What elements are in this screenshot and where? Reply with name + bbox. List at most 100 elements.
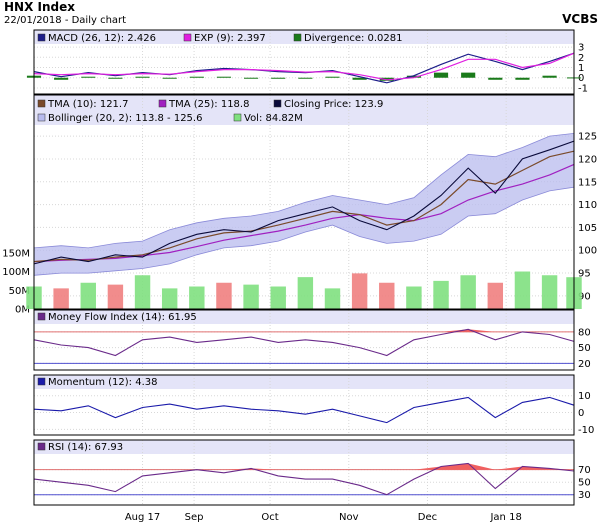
volume-tick-3: 150M xyxy=(2,248,30,259)
macd-y-tick-4: 3 xyxy=(578,43,584,54)
volume-bar-3 xyxy=(107,284,124,309)
volume-bar-6 xyxy=(189,286,205,309)
rsi-y-tick-0: 30 xyxy=(578,490,591,501)
momentum-legend: Momentum (12): 4.38 xyxy=(37,377,158,388)
macd-divergence-bar-2 xyxy=(81,76,96,78)
price-y-tick-6: 120 xyxy=(578,154,597,165)
macd-legend: MACD (26, 12): 2.426 EXP (9): 2.397 Diverg… xyxy=(37,33,403,44)
macd-divergence-bar-19 xyxy=(542,75,557,78)
macd-divergence-bar-12 xyxy=(352,77,367,80)
macd-legend-swatch-1 xyxy=(183,33,192,42)
chart-subtitle: 22/01/2018 - Daily chart xyxy=(4,15,127,26)
price-y-tick-3: 105 xyxy=(578,223,597,234)
tma25-line xyxy=(33,163,575,263)
macd-legend-label-0: MACD (26, 12): 2.426 xyxy=(48,33,156,44)
mfi-y-tick-1: 50 xyxy=(578,343,591,354)
rsi-legend-label-0: RSI (14): 67.93 xyxy=(48,442,123,453)
volume-bar-1 xyxy=(53,288,69,309)
macd-y-tick-0: -1 xyxy=(578,83,588,94)
x-tick-label-0: Aug 17 xyxy=(125,512,160,523)
macd-divergence-bar-8 xyxy=(244,77,259,79)
rsi-legend-band xyxy=(34,440,574,454)
rsi-overbought-area-1 xyxy=(413,463,496,470)
momentum-frame xyxy=(33,374,575,436)
volume-bar-17 xyxy=(487,282,504,309)
macd-divergence-bar-10 xyxy=(298,77,313,79)
x-axis: Aug 17 Sep Oct Nov Dec Jan 18 xyxy=(125,512,522,523)
momentum-legend-band xyxy=(34,375,574,389)
volume-bar-11 xyxy=(324,288,341,309)
momentum-y-tick-2: 10 xyxy=(578,391,591,402)
mfi-legend: Money Flow Index (14): 61.95 xyxy=(37,312,197,323)
macd-divergence-bar-5 xyxy=(162,77,177,79)
price-axes: 90 95 100 105 110 115 120 125 xyxy=(34,95,597,309)
rsi-y-tick-1: 50 xyxy=(578,478,591,489)
macd-divergence-bar-15 xyxy=(433,72,449,78)
rsi-y-tick-2: 70 xyxy=(578,465,591,476)
volume-bar-18 xyxy=(514,271,531,309)
price-legend-label-0: TMA (10): 121.7 xyxy=(47,99,128,110)
x-tick-label-3: Nov xyxy=(339,512,359,523)
momentum-axes: -10 0 10 xyxy=(34,375,594,436)
volume-bar-12 xyxy=(351,273,368,309)
mfi-legend-swatch-0 xyxy=(37,312,46,321)
mfi-overbought-area-0 xyxy=(441,329,496,332)
tma10-line xyxy=(33,150,575,263)
volume-bar-7 xyxy=(216,282,232,309)
momentum-legend-label-0: Momentum (12): 4.38 xyxy=(48,377,158,388)
price-legend-swatch-1 xyxy=(158,99,167,108)
price-y-tick-1: 95 xyxy=(578,269,591,280)
price-frame xyxy=(33,94,575,310)
price-legend-swatch-0 xyxy=(37,99,46,108)
rsi-legend: RSI (14): 67.93 xyxy=(37,442,123,453)
macd-series-exp xyxy=(33,52,575,81)
volume-bar-2 xyxy=(80,282,96,309)
price-legend-swatch-3 xyxy=(37,113,46,122)
momentum-line xyxy=(33,396,575,424)
macd-y-tick-2: 1 xyxy=(578,63,584,74)
volume-axis: 0M 50M 100M 150M xyxy=(2,248,30,315)
chart-title: HNX Index xyxy=(4,0,75,14)
mfi-y-tick-0: 20 xyxy=(578,359,591,370)
macd-legend-swatch-0 xyxy=(37,33,46,42)
volume-bar-4 xyxy=(134,275,151,309)
rsi-line xyxy=(33,462,575,496)
volume-tick-2: 100M xyxy=(2,267,30,278)
x-tick-label-2: Oct xyxy=(261,512,278,523)
price-legend-swatch-4 xyxy=(233,113,242,122)
macd-divergence-bar-16 xyxy=(461,72,476,78)
macd-legend-band xyxy=(34,30,574,44)
mfi-line xyxy=(33,328,575,357)
price-legend-label-1: TMA (25): 118.8 xyxy=(168,99,249,110)
mfi-legend-label-0: Money Flow Index (14): 61.95 xyxy=(48,312,197,323)
macd-divergence-bar-7 xyxy=(216,76,232,78)
macd-divergence-bar-4 xyxy=(135,76,150,78)
price-y-tick-5: 115 xyxy=(578,177,597,188)
rsi-overbought-area-0 xyxy=(223,468,279,470)
price-legend-label-4: Vol: 84.82M xyxy=(244,113,303,124)
volume-bar-5 xyxy=(161,288,178,309)
x-tick-label-4: Dec xyxy=(418,512,437,523)
price-y-tick-7: 125 xyxy=(578,132,597,143)
price-legend-label-2: Closing Price: 123.9 xyxy=(284,99,383,110)
macd-divergence-bar-14 xyxy=(406,75,421,78)
x-tick-label-1: Sep xyxy=(185,512,204,523)
macd-divergence-bar-6 xyxy=(189,76,204,78)
volume-bar-16 xyxy=(460,275,476,309)
volume-bar-15 xyxy=(433,280,449,309)
mfi-legend-band xyxy=(34,310,574,324)
macd-frame xyxy=(33,29,575,95)
macd-divergence-bar-11 xyxy=(325,76,340,78)
macd-legend-label-2: Divergence: 0.0281 xyxy=(304,33,403,44)
macd-y-tick-1: 0 xyxy=(578,73,584,84)
price-legend: TMA (10): 121.7 TMA (25): 118.8 Closing Pr… xyxy=(37,99,383,124)
volume-bar-8 xyxy=(243,284,259,309)
volume-tick-0: 0M xyxy=(15,305,30,316)
volume-bar-9 xyxy=(270,286,286,309)
brand-label: VCBS xyxy=(562,12,598,26)
volume-bar-13 xyxy=(379,282,395,309)
macd-y-tick-3: 2 xyxy=(578,53,584,64)
